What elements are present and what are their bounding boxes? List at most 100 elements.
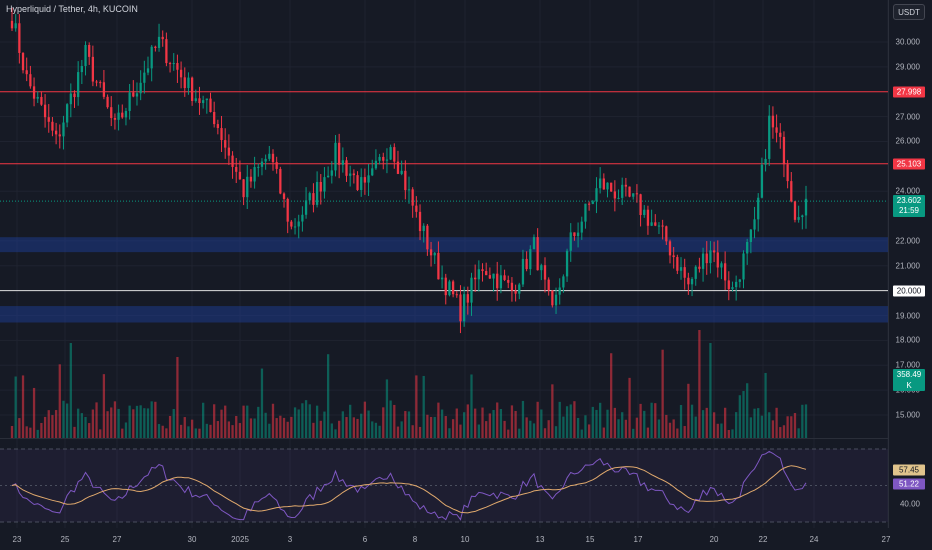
candle-body xyxy=(462,294,466,322)
time-tick-label: 25 xyxy=(60,535,70,544)
volume-bar xyxy=(532,423,536,438)
candle-body xyxy=(591,201,594,204)
candle-body xyxy=(551,290,554,306)
time-tick-label: 6 xyxy=(362,535,368,544)
candle-body xyxy=(565,250,569,277)
candle-body xyxy=(440,277,444,280)
candle-body xyxy=(65,104,69,123)
volume-bar xyxy=(793,413,797,438)
time-tick-label: 27 xyxy=(112,535,122,544)
volume-bar xyxy=(84,416,87,438)
volume-bar xyxy=(304,400,308,438)
candle-body xyxy=(393,147,396,162)
candle-body xyxy=(731,287,734,290)
volume-bar xyxy=(202,402,205,438)
time-tick-label: 27 xyxy=(881,535,891,544)
candle-body xyxy=(639,194,642,216)
candle-body xyxy=(349,173,352,176)
volume-bar xyxy=(161,425,164,438)
volume-bar xyxy=(521,400,525,438)
volume-bar xyxy=(720,423,723,438)
volume-bar xyxy=(69,343,72,438)
price-tick-label: 19.000 xyxy=(895,311,920,321)
candle-body xyxy=(786,164,789,182)
candle-body xyxy=(672,255,675,258)
volume-bar xyxy=(602,427,605,438)
candle-body xyxy=(433,252,436,256)
candle-body xyxy=(224,140,227,148)
price-tick-label: 21.000 xyxy=(895,261,920,271)
candle-body xyxy=(326,175,330,178)
candle-body xyxy=(91,56,95,82)
candle-body xyxy=(771,115,775,128)
volume-bar xyxy=(742,391,745,438)
volume-bar xyxy=(587,424,591,438)
candle-body xyxy=(635,193,639,195)
candle-body xyxy=(584,203,587,222)
volume-bar xyxy=(448,428,451,438)
candle-body xyxy=(227,147,231,156)
volume-bar xyxy=(338,420,341,438)
candle-body xyxy=(764,158,767,165)
time-tick-label: 8 xyxy=(412,535,418,544)
volume-bar xyxy=(271,403,275,438)
time-tick-label: 3 xyxy=(287,535,293,544)
volume-bar xyxy=(624,419,628,438)
volume-badge: 358.49 K xyxy=(893,369,925,391)
candle-body xyxy=(573,232,576,237)
volume-bar xyxy=(451,419,455,438)
candle-body xyxy=(738,279,741,282)
volume-bar xyxy=(746,383,749,438)
candle-body xyxy=(668,241,672,256)
volume-bar xyxy=(499,409,503,438)
candle-body xyxy=(205,98,208,101)
volume-bar xyxy=(455,408,458,438)
volume-bar xyxy=(429,416,433,438)
volume-bar xyxy=(764,372,767,438)
candle-body xyxy=(253,167,256,182)
candle-body xyxy=(40,96,43,105)
candle-body xyxy=(540,265,543,271)
candle-body xyxy=(10,20,14,29)
volume-bar xyxy=(378,425,381,438)
candle-body xyxy=(720,263,723,268)
candle-body xyxy=(304,200,308,215)
volume-bar xyxy=(363,401,367,438)
candle-body xyxy=(139,82,142,94)
volume-bar xyxy=(268,423,271,438)
candle-body xyxy=(503,275,506,280)
candle-body xyxy=(73,93,76,98)
volume-bar xyxy=(62,400,65,438)
demand-zone-lower xyxy=(0,306,888,323)
candle-body xyxy=(576,232,580,237)
candle-body xyxy=(411,189,414,206)
volume-bar xyxy=(194,428,197,438)
candle-body xyxy=(238,171,242,180)
volume-bar xyxy=(349,404,352,438)
volume-bar xyxy=(51,415,54,438)
candle-body xyxy=(106,96,109,108)
candle-body xyxy=(29,74,32,87)
chart-title: Hyperliquid / Tether, 4h, KUCOIN xyxy=(6,4,138,14)
volume-bar xyxy=(488,413,492,438)
time-tick-label: 23 xyxy=(12,535,22,544)
demand-zone-upper xyxy=(0,237,888,253)
candle-body xyxy=(282,193,286,199)
candle-body xyxy=(536,237,539,271)
volume-bar xyxy=(411,425,414,438)
candle-body xyxy=(69,93,72,105)
candle-body xyxy=(367,175,370,183)
volume-bar xyxy=(146,408,150,438)
last-price-label: 23.602 xyxy=(896,196,922,206)
volume-bar xyxy=(367,410,370,438)
currency-button[interactable]: USDT xyxy=(893,4,925,20)
volume-bar xyxy=(360,413,363,438)
volume-bar xyxy=(404,411,407,438)
volume-bar xyxy=(613,407,616,438)
candle-body xyxy=(790,181,793,202)
volume-bar xyxy=(135,405,139,438)
candle-body xyxy=(521,258,525,285)
candle-body xyxy=(507,279,510,283)
last-price-badge: 23.602 21:59 xyxy=(893,195,925,218)
